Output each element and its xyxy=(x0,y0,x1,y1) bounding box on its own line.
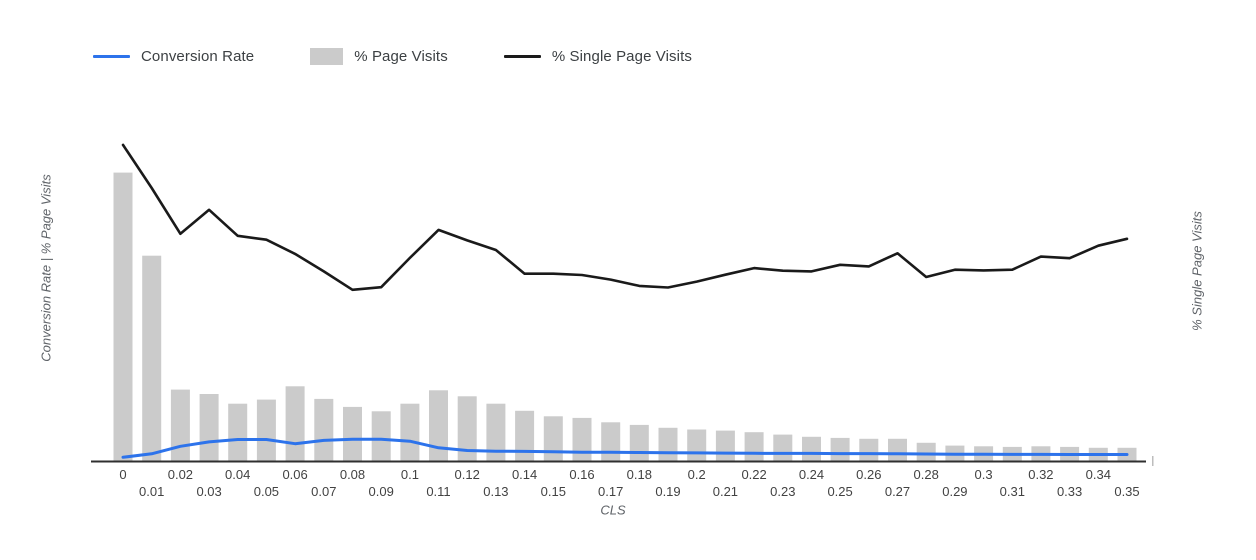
x-tick-label: 0.26 xyxy=(856,467,881,482)
bar xyxy=(658,427,678,462)
bar xyxy=(773,434,793,462)
legend-item-page-visits[interactable]: % Page Visits xyxy=(310,48,448,65)
x-tick-label: 0.11 xyxy=(426,484,450,499)
x-tick-label: 0.12 xyxy=(455,467,480,482)
x-tick-label: 0.04 xyxy=(225,467,250,482)
x-tick-label: 0.28 xyxy=(914,467,939,482)
x-tick-label: 0.07 xyxy=(311,484,336,499)
bar xyxy=(572,417,592,462)
page-visits-bars xyxy=(113,172,1137,462)
bar xyxy=(486,403,506,462)
x-axis-end-tick xyxy=(1152,456,1154,466)
x-tick-label: 0.33 xyxy=(1057,484,1082,499)
x-tick-label: 0.08 xyxy=(340,467,365,482)
bar xyxy=(371,411,391,462)
x-tick-label: 0.24 xyxy=(799,467,824,482)
x-tick-label: 0.16 xyxy=(569,467,594,482)
x-tick-label: 0.1 xyxy=(401,467,419,482)
x-tick-label: 0.29 xyxy=(942,484,967,499)
x-tick-label: 0.09 xyxy=(369,484,394,499)
bar xyxy=(888,438,907,462)
x-tick-label: 0.19 xyxy=(655,484,680,499)
x-tick-label: 0.25 xyxy=(827,484,852,499)
legend-label: Conversion Rate xyxy=(141,48,255,65)
single-page-visits-line-swatch-icon xyxy=(503,55,541,58)
x-tick-label: 0.34 xyxy=(1086,467,1111,482)
bar xyxy=(256,399,276,462)
x-tick-label: 0.22 xyxy=(741,467,766,482)
legend-label: % Page Visits xyxy=(354,48,448,65)
x-tick-label: 0.13 xyxy=(483,484,508,499)
bar xyxy=(285,386,305,462)
x-tick-label: 0.21 xyxy=(713,484,738,499)
legend-item-single-page-visits[interactable]: % Single Page Visits xyxy=(503,48,692,65)
bar xyxy=(400,403,420,462)
bar xyxy=(429,390,448,462)
bar xyxy=(314,398,334,462)
bar xyxy=(629,424,649,462)
bar xyxy=(343,406,362,462)
x-tick-label: 0.05 xyxy=(254,484,279,499)
x-tick-label: 0.23 xyxy=(770,484,795,499)
x-tick-label: 0.18 xyxy=(627,467,652,482)
x-tick-label: 0.3 xyxy=(975,467,993,482)
legend-label: % Single Page Visits xyxy=(551,48,692,65)
bar xyxy=(113,172,133,462)
bar xyxy=(687,429,707,462)
conversion-rate-line xyxy=(121,437,1129,459)
x-tick-label: 0.06 xyxy=(282,467,307,482)
bar xyxy=(859,438,879,462)
x-tick-label: 0.14 xyxy=(512,467,537,482)
chart-legend: Conversion Rate % Page Visits % Single P… xyxy=(93,48,692,65)
x-tick-label: 0.02 xyxy=(168,467,193,482)
bar xyxy=(228,403,248,462)
bar xyxy=(543,416,563,462)
x-tick-label: 0.01 xyxy=(139,484,164,499)
x-tick-label: 0 xyxy=(119,467,126,482)
x-tick-label: 0.2 xyxy=(688,467,706,482)
x-tick-label: 0.27 xyxy=(885,484,910,499)
x-tick-label: 0.31 xyxy=(1000,484,1025,499)
page-visits-bar-swatch-icon xyxy=(310,48,344,65)
x-axis-title: CLS xyxy=(600,502,626,518)
bar xyxy=(916,442,936,462)
bar xyxy=(199,394,219,462)
bar xyxy=(830,437,850,462)
conversion-rate-line-swatch-icon xyxy=(93,55,130,58)
bar xyxy=(170,389,190,462)
bar xyxy=(457,396,477,462)
x-tick-label: 0.35 xyxy=(1114,484,1139,499)
x-tick-label: 0.15 xyxy=(541,484,566,499)
x-tick-label: 0.17 xyxy=(598,484,623,499)
x-tick-label: 0.03 xyxy=(196,484,221,499)
bar xyxy=(142,255,162,462)
bar xyxy=(715,430,735,462)
bar xyxy=(744,432,764,462)
single-page-visits-line xyxy=(121,143,1129,292)
bar xyxy=(802,436,821,462)
bar xyxy=(601,422,621,462)
x-tick-label: 0.32 xyxy=(1028,467,1053,482)
bar xyxy=(515,410,535,462)
legend-item-conversion-rate[interactable]: Conversion Rate xyxy=(93,48,254,65)
